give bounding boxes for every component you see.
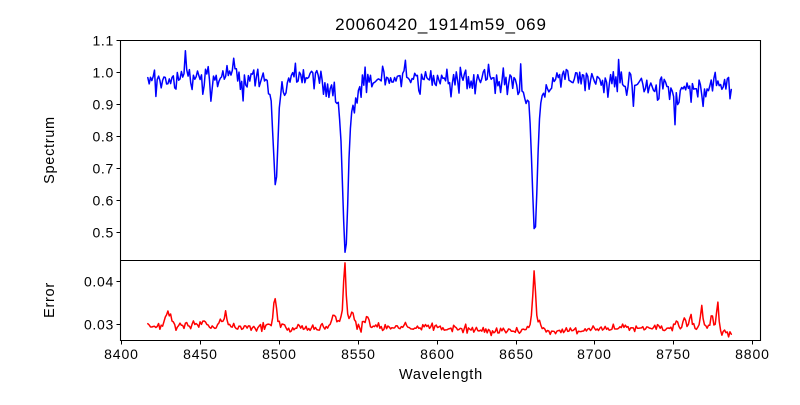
svg-text:8400: 8400 bbox=[104, 346, 139, 362]
svg-text:1.1: 1.1 bbox=[92, 33, 114, 49]
svg-text:1.0: 1.0 bbox=[92, 65, 114, 81]
svg-text:Wavelength: Wavelength bbox=[399, 367, 483, 383]
svg-text:0.6: 0.6 bbox=[92, 193, 114, 209]
svg-text:8450: 8450 bbox=[183, 346, 218, 362]
svg-text:8600: 8600 bbox=[420, 346, 455, 362]
svg-text:8800: 8800 bbox=[735, 346, 770, 362]
svg-text:0.5: 0.5 bbox=[92, 225, 114, 241]
svg-text:8550: 8550 bbox=[341, 346, 376, 362]
svg-text:20060420_1914m59_069: 20060420_1914m59_069 bbox=[335, 15, 547, 34]
svg-text:Error: Error bbox=[42, 282, 58, 318]
svg-text:8500: 8500 bbox=[262, 346, 297, 362]
svg-text:0.9: 0.9 bbox=[92, 97, 114, 113]
svg-text:0.7: 0.7 bbox=[92, 161, 114, 177]
svg-text:0.8: 0.8 bbox=[92, 129, 114, 145]
svg-text:8650: 8650 bbox=[499, 346, 534, 362]
svg-text:Spectrum: Spectrum bbox=[42, 116, 58, 184]
svg-text:0.04: 0.04 bbox=[84, 274, 114, 290]
svg-text:8700: 8700 bbox=[577, 346, 612, 362]
svg-text:0.03: 0.03 bbox=[84, 317, 114, 333]
svg-text:8750: 8750 bbox=[656, 346, 691, 362]
